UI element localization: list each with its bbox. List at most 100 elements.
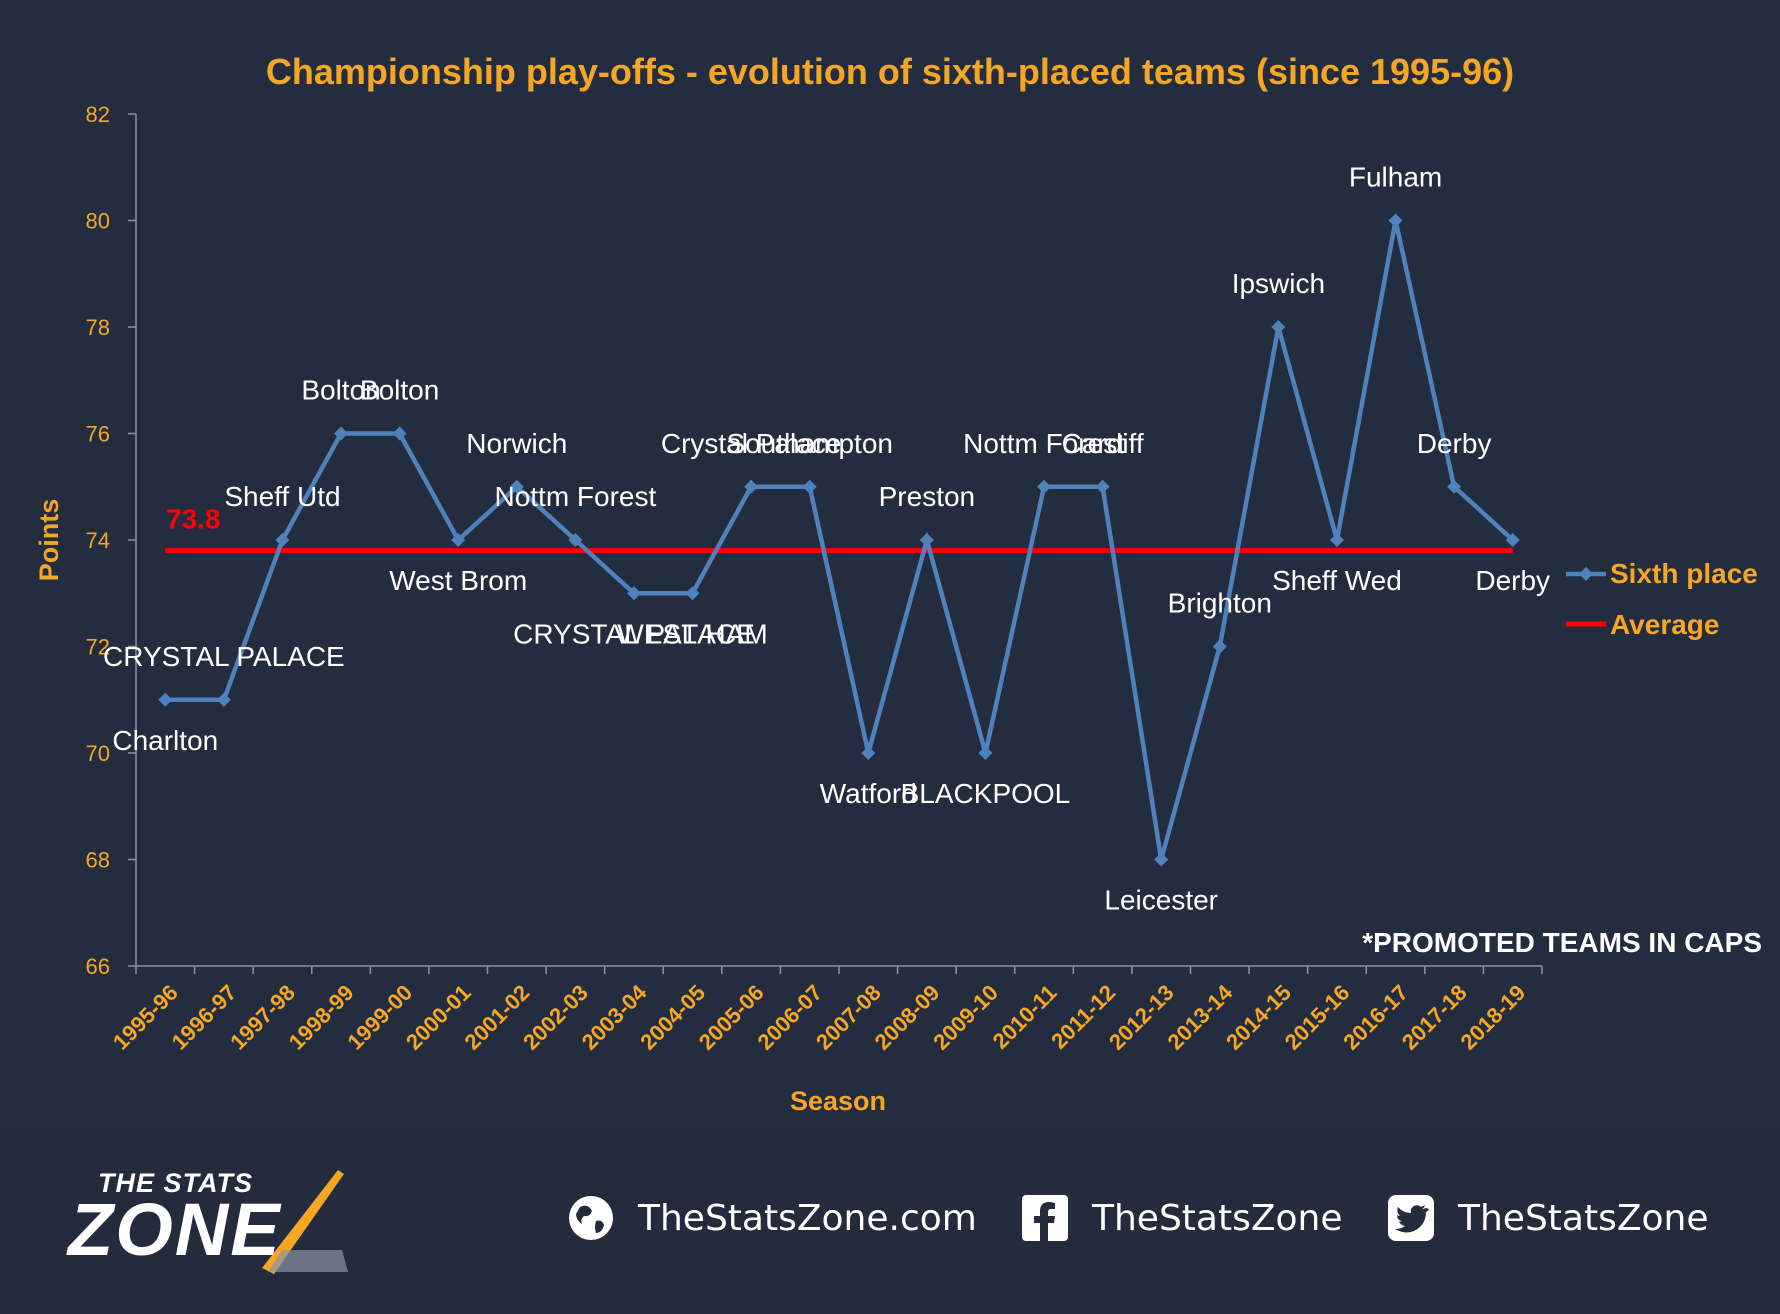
point-label: Norwich xyxy=(466,428,567,459)
facebook-link[interactable]: TheStatsZone xyxy=(1020,1190,1343,1246)
data-point xyxy=(744,479,759,494)
point-label: Derby xyxy=(1475,565,1550,596)
legend-sixth-place-label: Sixth place xyxy=(1610,558,1758,589)
x-tick-label: 2015-16 xyxy=(1280,980,1355,1055)
chart-title: Championship play-offs - evolution of si… xyxy=(266,51,1514,92)
legend-sixth-place-marker xyxy=(1579,567,1593,581)
facebook-icon xyxy=(1022,1195,1068,1241)
promoted-note: *PROMOTED TEAMS IN CAPS xyxy=(1362,927,1762,958)
twitter-icon xyxy=(1388,1195,1434,1241)
y-axis-title: Points xyxy=(34,499,64,582)
point-label: Southampton xyxy=(726,428,893,459)
x-tick-label: 2016-17 xyxy=(1338,980,1413,1055)
logo-main-text: ZONE xyxy=(68,1188,282,1271)
point-label: CRYSTAL PALACE xyxy=(513,618,755,649)
x-axis-title: Season xyxy=(790,1086,886,1116)
point-label: Cardiff xyxy=(1062,428,1144,459)
y-tick-label: 66 xyxy=(86,954,110,979)
data-point xyxy=(685,586,700,601)
x-tick-label: 1996-97 xyxy=(167,980,242,1055)
globe-icon xyxy=(569,1196,613,1240)
point-label: Fulham xyxy=(1349,162,1442,193)
data-point xyxy=(1329,533,1344,547)
point-label: Nottm Forest xyxy=(494,481,656,512)
point-label: West Brom xyxy=(389,565,527,596)
y-tick-label: 80 xyxy=(86,209,110,234)
point-label: Ipswich xyxy=(1232,268,1325,299)
data-point xyxy=(1154,852,1169,867)
y-tick-label: 74 xyxy=(86,528,110,553)
twitter-text: TheStatsZone xyxy=(1458,1197,1709,1239)
x-tick-label: 2018-19 xyxy=(1455,980,1530,1055)
x-tick-label: 2001-02 xyxy=(460,980,535,1055)
y-tick-label: 68 xyxy=(86,848,110,873)
data-point xyxy=(158,692,173,707)
logo-top-text: THE STATS xyxy=(98,1168,253,1198)
y-tick-label: 82 xyxy=(86,102,110,127)
website-link[interactable]: TheStatsZone.com xyxy=(566,1190,977,1246)
x-tick-label: 2006-07 xyxy=(752,980,827,1055)
logo-slash-icon xyxy=(262,1170,348,1274)
average-value-label: 73.8 xyxy=(166,504,221,535)
data-point xyxy=(861,746,876,760)
point-label: Derby xyxy=(1417,428,1492,459)
website-text: TheStatsZone.com xyxy=(638,1197,977,1239)
data-point xyxy=(626,586,641,601)
point-label: Preston xyxy=(879,481,976,512)
data-point xyxy=(451,533,466,547)
x-tick-label: 1998-99 xyxy=(284,980,359,1055)
facebook-text: TheStatsZone xyxy=(1092,1197,1343,1239)
x-tick-label: 1999-00 xyxy=(342,980,417,1055)
x-tick-label: 2002-03 xyxy=(518,980,593,1055)
x-tick-label: 2007-08 xyxy=(811,980,886,1055)
stats-zone-logo: THE STATS ZONE xyxy=(68,1168,378,1288)
x-tick-label: 1997-98 xyxy=(225,980,300,1055)
point-label: Charlton xyxy=(112,725,218,756)
sixth-place-line xyxy=(165,220,1515,861)
data-point xyxy=(919,533,934,547)
legend-average-label: Average xyxy=(1610,609,1719,640)
data-point xyxy=(802,479,817,494)
x-tick-label: 2000-01 xyxy=(401,980,476,1055)
point-label: CRYSTAL PALACE xyxy=(103,641,345,672)
point-label: Leicester xyxy=(1104,885,1218,916)
point-label: Sheff Wed xyxy=(1272,565,1402,596)
point-label: Crystal Palace xyxy=(661,428,842,459)
data-point xyxy=(1388,213,1403,228)
y-tick-label: 76 xyxy=(86,422,110,447)
footer: THE STATS ZONE TheStatsZone.com TheStats… xyxy=(0,1124,1780,1314)
point-label: Brighton xyxy=(1168,588,1272,619)
point-label: Bolton xyxy=(301,375,380,406)
data-point xyxy=(334,426,349,441)
x-tick-label: 2014-15 xyxy=(1221,980,1296,1055)
x-tick-label: 2012-13 xyxy=(1104,980,1179,1055)
y-tick-label: 72 xyxy=(86,635,110,660)
data-point xyxy=(1037,479,1052,494)
data-point xyxy=(275,533,290,547)
point-label: Watford xyxy=(820,778,917,809)
data-point xyxy=(392,426,407,441)
x-tick-label: 1995-96 xyxy=(108,980,183,1055)
point-label: WEST HAM xyxy=(617,618,767,649)
data-point xyxy=(1212,639,1227,654)
point-label: Sheff Utd xyxy=(224,481,340,512)
data-point xyxy=(1505,533,1520,547)
data-point xyxy=(568,533,583,547)
x-tick-label: 2017-18 xyxy=(1397,980,1472,1055)
data-point xyxy=(1271,320,1286,334)
data-point xyxy=(509,479,524,494)
chart-svg: Championship play-offs - evolution of si… xyxy=(34,51,1762,1116)
y-tick-label: 70 xyxy=(86,741,110,766)
x-tick-label: 2004-05 xyxy=(635,980,710,1055)
x-tick-label: 2010-11 xyxy=(988,980,1062,1054)
x-tick-label: 2005-06 xyxy=(694,980,769,1055)
data-point xyxy=(216,692,231,707)
data-point xyxy=(978,746,993,760)
twitter-link[interactable]: TheStatsZone xyxy=(1386,1190,1709,1246)
point-label: BLACKPOOL xyxy=(901,778,1071,809)
x-tick-label: 2008-09 xyxy=(870,980,945,1055)
x-tick-label: 2009-10 xyxy=(928,980,1003,1055)
point-label: Bolton xyxy=(360,375,439,406)
y-tick-label: 78 xyxy=(86,315,110,340)
